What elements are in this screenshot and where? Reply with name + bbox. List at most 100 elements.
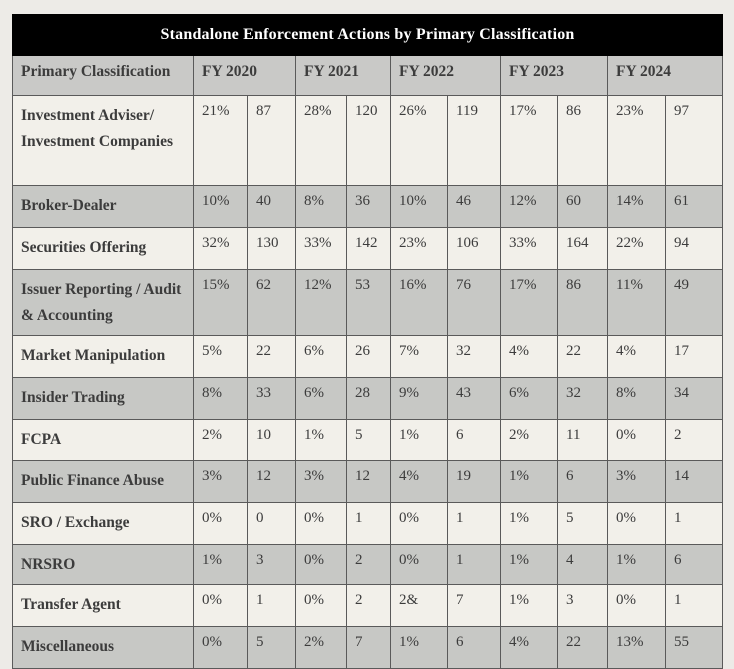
count-cell: 14 bbox=[664, 459, 724, 503]
percent-cell: 3% bbox=[607, 459, 666, 503]
count-cell: 61 bbox=[664, 185, 724, 228]
table-row: Market Manipulation 5% 22 6% 26 7% 32 4% 22 4% 17 bbox=[12, 335, 724, 379]
count-cell: 3 bbox=[247, 543, 296, 586]
count-cell: 62 bbox=[247, 268, 296, 337]
count-cell: 76 bbox=[447, 268, 501, 337]
count-cell: 32 bbox=[447, 335, 501, 379]
percent-cell: 2% bbox=[295, 626, 347, 669]
count-cell: 10 bbox=[247, 419, 296, 461]
table-row: Transfer Agent 0% 1 0% 2 2& 7 1% 3 0% 1 bbox=[12, 584, 724, 628]
percent-cell: 1% bbox=[500, 584, 558, 628]
percent-cell: 0% bbox=[193, 584, 248, 628]
year-header: FY 2024 bbox=[606, 55, 724, 96]
count-cell: 6 bbox=[447, 419, 501, 461]
count-cell: 55 bbox=[664, 626, 724, 669]
count-cell: 22 bbox=[557, 626, 608, 669]
count-cell: 7 bbox=[346, 626, 391, 669]
count-cell: 6 bbox=[664, 543, 724, 586]
percent-cell: 3% bbox=[295, 459, 347, 503]
primary-classification-header: Primary Classification bbox=[12, 55, 194, 96]
percent-cell: 6% bbox=[295, 377, 347, 421]
percent-cell: 8% bbox=[193, 377, 248, 421]
percent-cell: 0% bbox=[295, 543, 347, 586]
percent-cell: 9% bbox=[390, 377, 448, 421]
count-cell: 60 bbox=[557, 185, 608, 228]
count-cell: 120 bbox=[346, 95, 391, 186]
row-label: SRO / Exchange bbox=[12, 501, 194, 545]
count-cell: 6 bbox=[557, 459, 608, 503]
percent-cell: 0% bbox=[295, 584, 347, 628]
enforcement-table: Standalone Enforcement Actions by Primar… bbox=[11, 14, 724, 669]
row-label: Securities Offering bbox=[12, 227, 194, 270]
count-cell: 53 bbox=[346, 268, 391, 337]
row-label: Investment Adviser/ Investment Companies bbox=[12, 95, 194, 186]
percent-cell: 1% bbox=[193, 543, 248, 586]
count-cell: 3 bbox=[557, 584, 608, 628]
percent-cell: 26% bbox=[390, 95, 448, 186]
percent-cell: 12% bbox=[500, 185, 558, 228]
percent-cell: 2% bbox=[193, 419, 248, 461]
percent-cell: 6% bbox=[500, 377, 558, 421]
count-cell: 12 bbox=[247, 459, 296, 503]
row-label: Broker-Dealer bbox=[12, 185, 194, 228]
count-cell: 5 bbox=[346, 419, 391, 461]
percent-cell: 0% bbox=[193, 501, 248, 545]
percent-cell: 2& bbox=[390, 584, 448, 628]
row-label: Market Manipulation bbox=[12, 335, 194, 379]
table-row: SRO / Exchange 0% 0 0% 1 0% 1 1% 5 0% 1 bbox=[12, 501, 724, 545]
count-cell: 1 bbox=[447, 543, 501, 586]
count-cell: 43 bbox=[447, 377, 501, 421]
table-row: Broker-Dealer 10% 40 8% 36 10% 46 12% 60 14% 61 bbox=[12, 185, 724, 228]
column-header-row: Primary Classification FY 2020 FY 2021 FY … bbox=[12, 55, 724, 96]
percent-cell: 0% bbox=[607, 584, 666, 628]
percent-cell: 32% bbox=[193, 227, 248, 270]
count-cell: 1 bbox=[447, 501, 501, 545]
percent-cell: 11% bbox=[607, 268, 666, 337]
percent-cell: 1% bbox=[500, 543, 558, 586]
percent-cell: 6% bbox=[295, 335, 347, 379]
title-row: Standalone Enforcement Actions by Primar… bbox=[11, 14, 724, 56]
count-cell: 1 bbox=[247, 584, 296, 628]
count-cell: 1 bbox=[664, 501, 724, 545]
percent-cell: 0% bbox=[295, 501, 347, 545]
row-label: NRSRO bbox=[12, 543, 194, 586]
percent-cell: 0% bbox=[607, 419, 666, 461]
count-cell: 5 bbox=[247, 626, 296, 669]
percent-cell: 8% bbox=[295, 185, 347, 228]
percent-cell: 23% bbox=[390, 227, 448, 270]
count-cell: 19 bbox=[447, 459, 501, 503]
percent-cell: 33% bbox=[295, 227, 347, 270]
percent-cell: 15% bbox=[193, 268, 248, 337]
percent-cell: 14% bbox=[607, 185, 666, 228]
year-header: FY 2021 bbox=[295, 55, 391, 96]
percent-cell: 23% bbox=[607, 95, 666, 186]
row-label: FCPA bbox=[12, 419, 194, 461]
count-cell: 130 bbox=[247, 227, 296, 270]
count-cell: 33 bbox=[247, 377, 296, 421]
percent-cell: 33% bbox=[500, 227, 558, 270]
count-cell: 7 bbox=[447, 584, 501, 628]
count-cell: 49 bbox=[664, 268, 724, 337]
count-cell: 6 bbox=[447, 626, 501, 669]
count-cell: 2 bbox=[346, 543, 391, 586]
table-row: Public Finance Abuse 3% 12 3% 12 4% 19 1% 6 3% 14 bbox=[12, 459, 724, 503]
percent-cell: 12% bbox=[295, 268, 347, 337]
percent-cell: 1% bbox=[390, 419, 448, 461]
row-label: Issuer Reporting / Audit & Accounting bbox=[12, 268, 194, 337]
row-label: Miscellaneous bbox=[12, 626, 194, 669]
row-label: Insider Trading bbox=[12, 377, 194, 421]
percent-cell: 2% bbox=[500, 419, 558, 461]
year-header: FY 2022 bbox=[390, 55, 501, 96]
count-cell: 1 bbox=[346, 501, 391, 545]
count-cell: 119 bbox=[447, 95, 501, 186]
count-cell: 11 bbox=[557, 419, 608, 461]
count-cell: 86 bbox=[557, 268, 608, 337]
count-cell: 164 bbox=[557, 227, 608, 270]
percent-cell: 4% bbox=[390, 459, 448, 503]
table-row: Issuer Reporting / Audit & Accounting 15%… bbox=[12, 268, 724, 337]
percent-cell: 0% bbox=[607, 501, 666, 545]
percent-cell: 17% bbox=[500, 268, 558, 337]
count-cell: 4 bbox=[557, 543, 608, 586]
percent-cell: 4% bbox=[607, 335, 666, 379]
percent-cell: 1% bbox=[607, 543, 666, 586]
